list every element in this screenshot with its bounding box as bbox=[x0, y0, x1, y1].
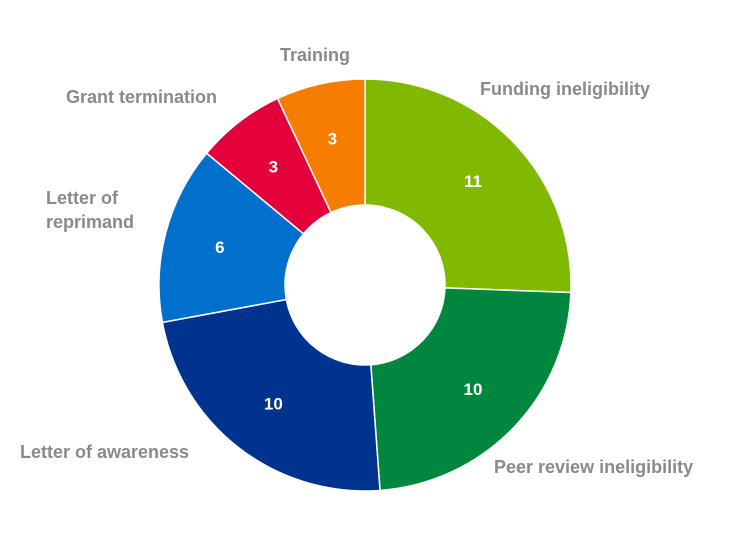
slice-letter-of-reprimand bbox=[158, 152, 305, 324]
slice-training bbox=[276, 78, 366, 214]
slice-letter-of-awareness bbox=[161, 298, 381, 492]
value-label-funding-ineligibility: 11 bbox=[464, 172, 482, 191]
value-label-letter-of-awareness: 10 bbox=[264, 395, 283, 414]
category-label-letter-of-awareness: Letter of awareness bbox=[20, 442, 189, 462]
category-label-peer-review-ineligibility: Peer review ineligibility bbox=[494, 457, 693, 477]
slice-funding-ineligibility bbox=[364, 78, 572, 294]
category-label-letter-of-reprimand: Letter of reprimand bbox=[46, 188, 134, 232]
chart-value-labels: 11 10 10 6 3 3 bbox=[215, 130, 482, 414]
category-label-training: Training bbox=[280, 45, 350, 65]
value-label-grant-termination: 3 bbox=[269, 157, 278, 176]
value-label-training: 3 bbox=[328, 130, 337, 149]
chart-category-labels: Funding ineligibility Peer review ineligi… bbox=[20, 45, 693, 477]
category-label-funding-ineligibility: Funding ineligibility bbox=[480, 79, 650, 99]
slice-peer-review-ineligibility bbox=[370, 287, 572, 492]
value-label-peer-review-ineligibility: 10 bbox=[464, 380, 483, 399]
chart-slices bbox=[158, 78, 572, 492]
value-label-letter-of-reprimand: 6 bbox=[215, 238, 224, 257]
category-label-grant-termination: Grant termination bbox=[66, 87, 217, 107]
